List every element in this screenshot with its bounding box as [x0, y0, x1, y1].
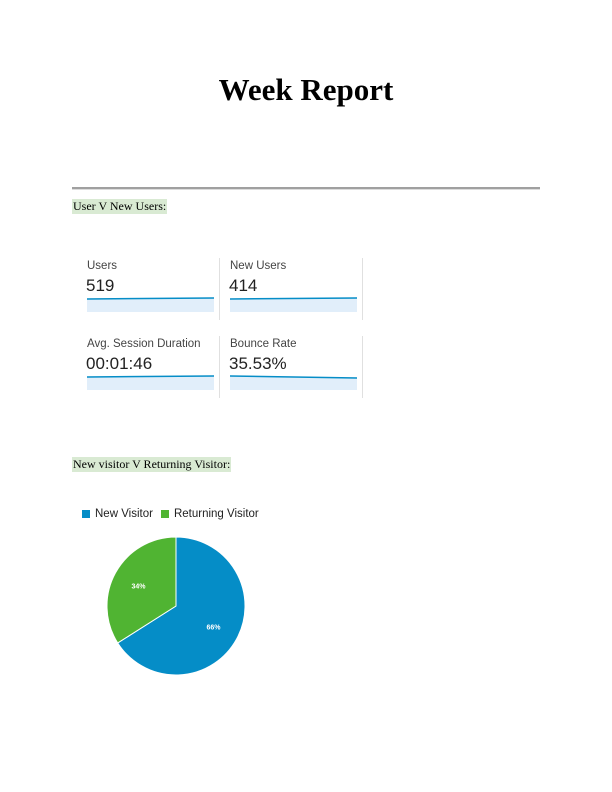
- legend-label: Returning Visitor: [173, 508, 259, 520]
- legend-item-new-visitor: New Visitor: [82, 508, 153, 520]
- legend-swatch: [82, 510, 90, 518]
- sparkline-avg-session-duration: [87, 375, 214, 390]
- pie-slice-returning-visitor: [106, 536, 177, 644]
- section-label-visitors: New visitor V Returning Visitor:: [72, 457, 232, 472]
- metric-card-users: Users 519: [72, 252, 214, 316]
- pie-slice-new-visitor: [117, 536, 246, 676]
- metric-card-avg-session-duration: Avg. Session Duration 00:01:46: [72, 330, 214, 394]
- metric-value: 00:01:46: [86, 354, 153, 373]
- metric-divider: [362, 258, 363, 320]
- metrics-panel: Users 519 New Users 414 Avg. Session Dur…: [72, 252, 372, 402]
- metric-label: Users: [87, 260, 118, 272]
- pie-data-label: 34%: [132, 583, 147, 590]
- metric-divider: [219, 336, 220, 398]
- section-label-users: User V New Users:: [72, 199, 168, 214]
- metric-card-new-users: New Users 414: [215, 252, 357, 316]
- metric-card-bounce-rate: Bounce Rate 35.53%: [215, 330, 357, 394]
- metric-value: 414: [229, 276, 258, 295]
- metric-label: New Users: [230, 260, 287, 272]
- sparkline-users: [87, 297, 214, 312]
- legend-label: New Visitor: [95, 508, 153, 520]
- sparkline-bounce-rate: [230, 375, 357, 390]
- visitor-pie-chart: 66% 34%: [106, 536, 246, 676]
- metric-label: Bounce Rate: [230, 338, 297, 350]
- legend-swatch: [160, 510, 169, 518]
- chart-legend: New Visitor Returning Visitor: [82, 508, 267, 520]
- metric-divider: [362, 336, 363, 398]
- metric-value: 35.53%: [229, 354, 287, 373]
- metric-divider: [219, 258, 220, 320]
- metric-label: Avg. Session Duration: [87, 338, 201, 350]
- pie-data-label: 66%: [206, 625, 221, 632]
- page-title: Week Report: [218, 72, 394, 107]
- sparkline-new-users: [230, 297, 357, 312]
- legend-item-returning-visitor: Returning Visitor: [160, 508, 259, 520]
- horizontal-rule: [72, 187, 540, 190]
- metric-value: 519: [86, 276, 115, 295]
